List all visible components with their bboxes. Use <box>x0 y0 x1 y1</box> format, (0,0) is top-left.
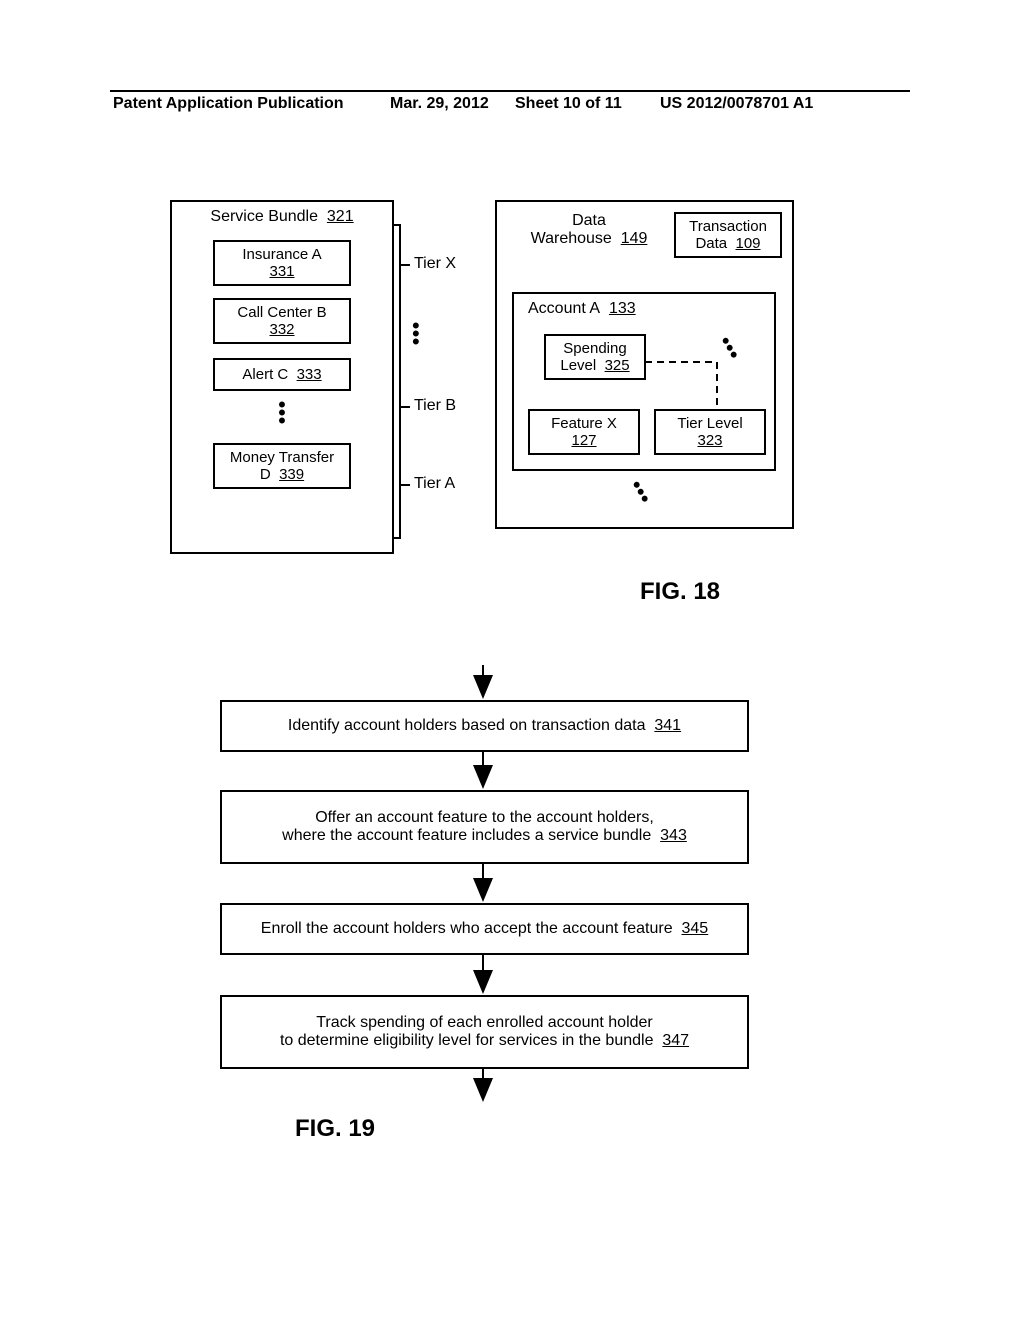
fig19-caption: FIG. 19 <box>295 1115 375 1143</box>
step3-num: 345 <box>682 920 709 937</box>
step2-num: 343 <box>660 827 687 844</box>
step3-label: Enroll the account holders who accept th… <box>261 920 673 937</box>
step1-label: Identify account holders based on transa… <box>288 717 646 734</box>
fig19-arrows <box>0 0 1024 1320</box>
step2-line2: where the account feature includes a ser… <box>282 827 651 844</box>
step3-text: Enroll the account holders who accept th… <box>261 920 708 938</box>
step1-text: Identify account holders based on transa… <box>288 717 681 735</box>
step2-line1: Offer an account feature to the account … <box>315 809 654 826</box>
step3-box: Enroll the account holders who accept th… <box>220 903 749 955</box>
step2-text: Offer an account feature to the account … <box>282 809 687 845</box>
step1-box: Identify account holders based on transa… <box>220 700 749 752</box>
step4-line2: to determine eligibility level for servi… <box>280 1032 654 1049</box>
step4-text: Track spending of each enrolled account … <box>280 1014 689 1050</box>
page: Patent Application Publication Mar. 29, … <box>0 0 1024 1320</box>
step2-box: Offer an account feature to the account … <box>220 790 749 864</box>
step1-num: 341 <box>654 717 681 734</box>
step4-box: Track spending of each enrolled account … <box>220 995 749 1069</box>
step4-line1: Track spending of each enrolled account … <box>316 1014 653 1031</box>
step4-num: 347 <box>662 1032 689 1049</box>
